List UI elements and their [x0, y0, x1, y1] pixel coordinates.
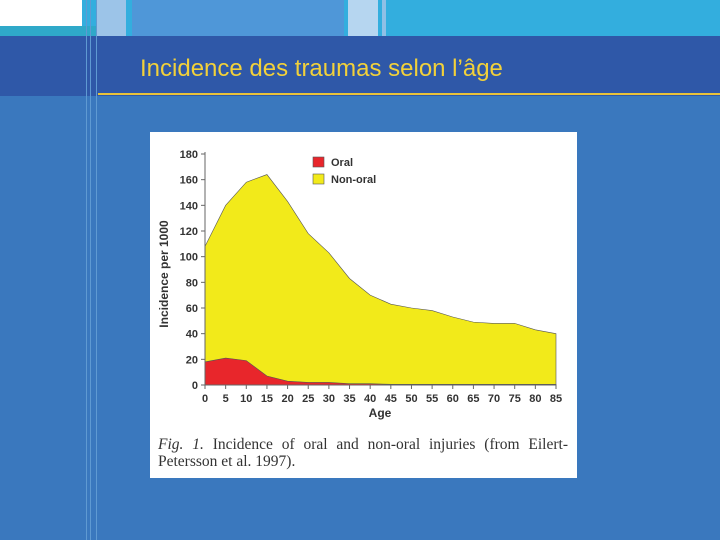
x-tick-label: 45 [385, 393, 397, 405]
y-tick-label: 20 [186, 354, 198, 366]
y-tick-label: 160 [180, 175, 198, 187]
x-tick-label: 30 [323, 393, 335, 405]
x-tick-label: 25 [302, 393, 314, 405]
top-decor-block [348, 0, 378, 36]
area-chart: 0 20 40 60 80 100 120 140 160 180 0 5 10 15 20 25 30 35 40… [157, 149, 562, 420]
x-tick-label: 5 [223, 393, 229, 405]
decor-vertical-line [86, 0, 87, 540]
x-tick-label: 35 [343, 393, 355, 405]
x-tick-label: 40 [364, 393, 376, 405]
x-axis-label: Age [369, 406, 392, 420]
y-tick-label: 40 [186, 329, 198, 341]
y-tick-label: 100 [180, 252, 198, 264]
y-tick-label: 60 [186, 303, 198, 315]
x-tick-label: 65 [467, 393, 479, 405]
x-tick-label: 70 [488, 393, 500, 405]
y-tick-label: 80 [186, 277, 198, 289]
slide-title: Incidence des traumas selon l’âge [140, 55, 503, 82]
top-decor-teal-bar [0, 26, 96, 36]
top-decor-block [382, 0, 386, 36]
legend-swatch-non-oral [312, 173, 325, 185]
x-tick-label: 15 [261, 393, 273, 405]
figure-caption: Fig. 1. Incidence of oral and non-oral i… [158, 436, 568, 470]
x-tick-label: 0 [202, 393, 208, 405]
x-tick-label: 80 [529, 393, 541, 405]
y-tick-label: 0 [192, 380, 198, 392]
x-tick-label: 60 [447, 393, 459, 405]
x-tick-label: 55 [426, 393, 438, 405]
y-tick-label: 140 [180, 200, 198, 212]
decor-vertical-line [90, 0, 91, 540]
legend-label-non-oral: Non-oral [331, 174, 376, 186]
caption-figure-label: Fig. 1. [158, 436, 204, 453]
x-tick-label: 50 [405, 393, 417, 405]
y-tick-label: 180 [180, 149, 198, 161]
legend-swatch-oral [312, 156, 325, 168]
top-decor-block [132, 0, 344, 36]
legend-label-oral: Oral [331, 157, 353, 169]
x-tick-label: 75 [509, 393, 521, 405]
top-decor-block [96, 0, 126, 36]
x-tick-label: 10 [240, 393, 252, 405]
series-area-non-oral [204, 174, 557, 386]
title-underline-rule [98, 93, 720, 95]
y-axis-label: Incidence per 1000 [157, 220, 171, 328]
y-tick-label: 120 [180, 226, 198, 238]
title-band [0, 36, 720, 96]
figure-panel: 0 20 40 60 80 100 120 140 160 180 0 5 10 15 20 25 30 35 40… [150, 132, 577, 478]
series-area-oral [204, 357, 557, 386]
top-decor-white-block [0, 0, 82, 26]
decor-vertical-line [96, 0, 97, 540]
caption-text: Incidence of oral and non-oral injuries … [158, 436, 568, 470]
x-tick-label: 85 [550, 393, 562, 405]
x-tick-label: 20 [281, 393, 293, 405]
